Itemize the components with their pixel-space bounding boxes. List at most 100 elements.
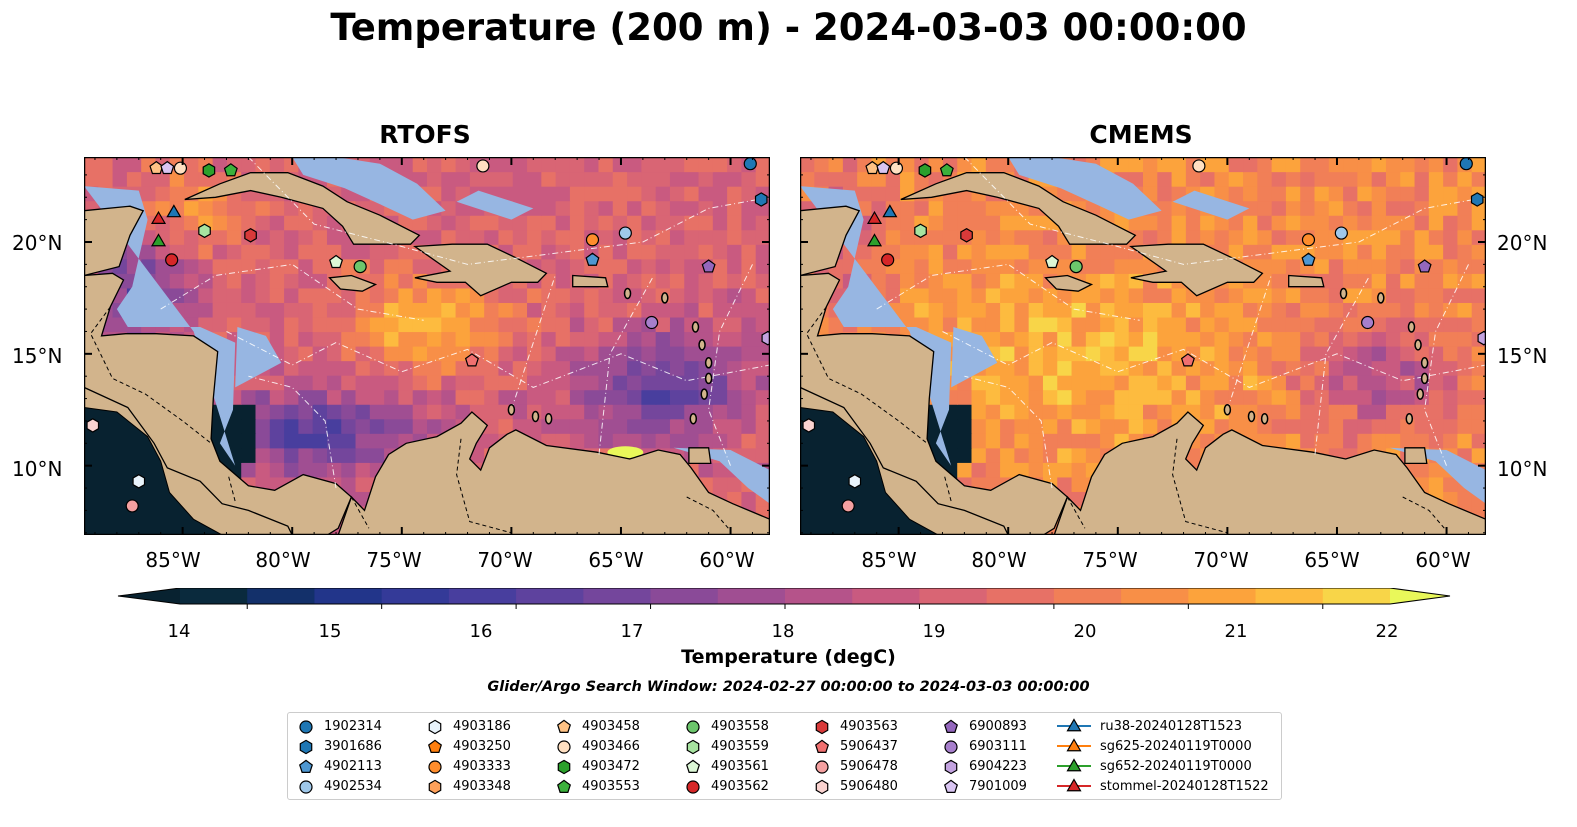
- lon-tick-label: 85°W: [145, 548, 201, 572]
- legend-marker-icon: [1057, 738, 1091, 752]
- lat-tick-label: 15°N: [1497, 344, 1548, 368]
- eez-boundary: [1424, 264, 1469, 466]
- legend-marker: [299, 780, 313, 794]
- legend-item: 6904223: [941, 756, 1027, 776]
- land: [337, 411, 770, 535]
- legend-item: 4903562: [683, 776, 769, 796]
- legend-marker-icon: [815, 739, 829, 753]
- legend-marker: [686, 780, 700, 794]
- platform-marker: [150, 210, 167, 224]
- platform-marker: [464, 353, 479, 367]
- legend-item: 5906480: [812, 776, 898, 796]
- shallow-shelf: [800, 186, 952, 466]
- shallow-shelf: [673, 447, 770, 504]
- eez-boundary: [964, 157, 1486, 265]
- shallow-shelf: [456, 190, 534, 220]
- legend-marker: [1066, 758, 1082, 772]
- legend-item: 4903466: [554, 736, 640, 756]
- legend-marker-icon: [1057, 778, 1091, 792]
- platform-marker: [1334, 226, 1348, 240]
- legend-label: 6903111: [969, 738, 1027, 754]
- map-content: [84, 157, 770, 535]
- legend-marker: [686, 720, 700, 734]
- legend-item: 3901686: [296, 736, 382, 756]
- colorbar-tick-label: 14: [167, 621, 191, 642]
- legend-marker: [428, 719, 442, 735]
- land: [572, 274, 609, 288]
- legend-label: sg652-20240119T0000: [1100, 758, 1252, 774]
- eez-boundary: [942, 331, 1486, 388]
- legend-label: 4902534: [324, 778, 382, 794]
- platform-marker: [329, 254, 344, 269]
- legend-marker: [557, 740, 571, 754]
- colorbar-segment: [314, 588, 383, 604]
- land: [1288, 274, 1325, 288]
- pacific-ocean: [84, 406, 223, 535]
- eez-boundary: [248, 157, 770, 265]
- platform-marker: [1301, 233, 1316, 247]
- platform-marker: [914, 223, 927, 239]
- shallow-shelf: [1389, 447, 1486, 504]
- platform-marker: [223, 163, 238, 177]
- legend-marker: [1066, 738, 1082, 752]
- platform-marker: [939, 163, 954, 177]
- panel-title-cmems: CMEMS: [1089, 120, 1193, 149]
- legend-marker-icon: [557, 740, 571, 754]
- island: [704, 372, 713, 385]
- colorbar-tick-label: 17: [620, 621, 644, 642]
- warm-patch: [607, 446, 644, 459]
- legend-marker-icon: [299, 759, 313, 773]
- lon-tick-label: 70°W: [477, 548, 533, 572]
- legend-item: 4903348: [425, 776, 511, 796]
- colorbar-segment: [583, 588, 652, 604]
- legend-marker-icon: [299, 739, 313, 755]
- platform-marker: [585, 252, 600, 266]
- eez-boundary: [598, 275, 655, 455]
- legend-marker-icon: [428, 719, 442, 735]
- platform-marker: [1069, 259, 1083, 274]
- legend-marker: [557, 779, 571, 793]
- legend-label: 6904223: [969, 758, 1027, 774]
- colorbar-segment: [986, 588, 1055, 604]
- legend-item: sg625-20240119T0000: [1056, 736, 1252, 756]
- colorbar-tick-label: 16: [469, 621, 493, 642]
- legend-marker: [815, 760, 829, 774]
- lon-tick-label: 65°W: [1304, 548, 1360, 572]
- legend-label: 7901009: [969, 778, 1027, 794]
- legend-item: 4903563: [812, 716, 898, 736]
- legend-item: 4903472: [554, 756, 640, 776]
- legend-item: 4903250: [425, 736, 511, 756]
- legend-marker: [1066, 718, 1082, 732]
- colorbar-segment: [717, 588, 786, 604]
- legend-marker-icon: [944, 759, 958, 775]
- island: [698, 339, 706, 351]
- legend-label: stommel-20240128T1522: [1100, 778, 1269, 794]
- legend-label: 4903559: [711, 738, 769, 754]
- legend-marker-icon: [944, 740, 958, 754]
- lon-tick-label: 70°W: [1193, 548, 1249, 572]
- platform-marker: [166, 204, 182, 218]
- legend-marker-icon: [1057, 718, 1091, 732]
- legend-item: 4903559: [683, 736, 769, 756]
- legend-label: 4903472: [582, 758, 640, 774]
- platform-marker: [173, 161, 188, 175]
- legend-marker-icon: [557, 759, 571, 775]
- legend-label: 5906480: [840, 778, 898, 794]
- colorbar: [117, 588, 1451, 609]
- platform-marker: [1470, 192, 1484, 207]
- platform-marker: [1361, 315, 1375, 330]
- legend-marker: [428, 739, 442, 753]
- colorbar-segment: [1255, 588, 1324, 604]
- legend-label: 4903250: [453, 738, 511, 754]
- colorbar-segment: [1322, 588, 1391, 604]
- legend-marker: [299, 739, 313, 755]
- eez-boundary: [1314, 275, 1371, 455]
- colorbar-tick-label: 15: [318, 621, 342, 642]
- legend-marker: [815, 779, 829, 795]
- platform-marker: [645, 315, 659, 330]
- map-frame: [800, 157, 1486, 535]
- eez-boundary: [160, 263, 424, 321]
- legend-item: 6903111: [941, 736, 1027, 756]
- legend-marker: [557, 759, 571, 775]
- platform-marker: [244, 227, 257, 243]
